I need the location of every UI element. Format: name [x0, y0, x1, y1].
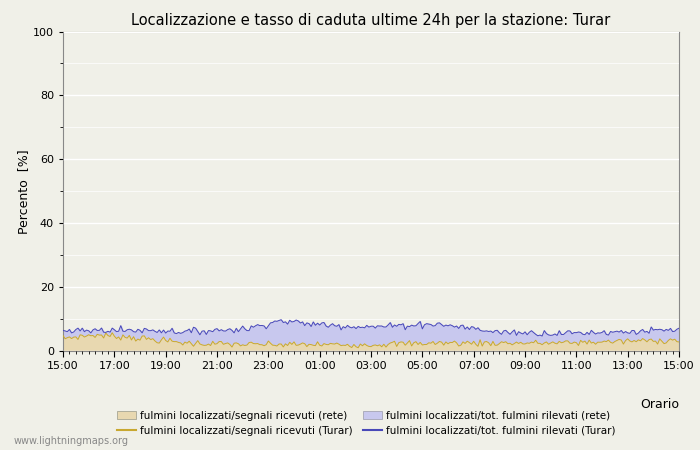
- Y-axis label: Percento  [%]: Percento [%]: [18, 149, 30, 234]
- Text: Orario: Orario: [640, 398, 679, 411]
- Legend: fulmini localizzati/segnali ricevuti (rete), fulmini localizzati/segnali ricevut: fulmini localizzati/segnali ricevuti (re…: [118, 410, 616, 436]
- Title: Localizzazione e tasso di caduta ultime 24h per la stazione: Turar: Localizzazione e tasso di caduta ultime …: [132, 13, 610, 27]
- Text: www.lightningmaps.org: www.lightningmaps.org: [14, 436, 129, 446]
